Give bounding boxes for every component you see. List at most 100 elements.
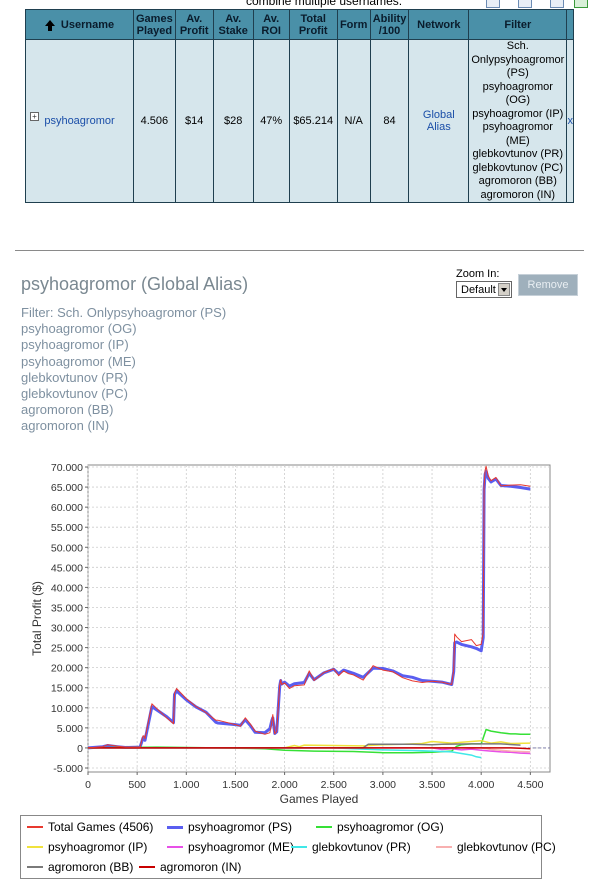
remove-row-link[interactable]: x [567, 115, 574, 127]
filter-line: glebkovtunov (PR) [472, 148, 564, 160]
filter-line: Sch. [506, 40, 529, 52]
cell-av-profit: $14 [174, 39, 214, 203]
legend-swatch [436, 846, 452, 848]
legend-label: glebkovtunov (PR) [312, 840, 411, 854]
legend-swatch [27, 846, 43, 848]
col-av-roi[interactable]: Av. ROI [252, 9, 290, 40]
network-link[interactable]: Global Alias [422, 109, 455, 133]
y-tick-label: 55.000 [51, 522, 83, 534]
legend-label: Total Games (4506) [48, 820, 154, 834]
zoom-select[interactable]: Default [456, 281, 512, 298]
col-filter[interactable]: Filter [468, 9, 568, 40]
legend-label: psyhoagromor (OG) [337, 820, 444, 834]
series-line [88, 747, 531, 755]
series-line [88, 739, 531, 749]
y-tick-label: 35.000 [51, 602, 83, 614]
col-network[interactable]: Network [408, 9, 470, 40]
y-tick-label: 10.000 [51, 703, 83, 715]
legend-item: Total Games (4506) [27, 820, 153, 834]
y-tick-label: 20.000 [51, 663, 83, 675]
filter-line: glebkovtunov (PC) [21, 386, 128, 402]
cell-remove: x [566, 39, 575, 203]
legend-item: glebkovtunov (PR) [291, 840, 411, 854]
col-av-stake[interactable]: Av. Stake [212, 9, 254, 40]
col-form[interactable]: Form [336, 9, 371, 40]
col-total-profit[interactable]: Total Profit [288, 9, 338, 40]
legend-swatch [167, 846, 183, 848]
stats-table: Username Games Played Av. Profit Av. Sta… [25, 9, 575, 203]
y-tick-label: 50.000 [51, 542, 83, 554]
filter-line: psyhoagromor [482, 80, 553, 93]
x-tick-label: 4.500 [517, 779, 543, 791]
x-axis-label: Games Played [280, 792, 359, 806]
save-icon[interactable] [550, 0, 564, 8]
col-ability[interactable]: Ability /100 [369, 9, 410, 40]
legend-item: glebkovtunov (PC) [436, 840, 556, 854]
remove-button[interactable]: Remove [518, 274, 578, 296]
legend-label: glebkovtunov (PC) [457, 840, 556, 854]
filter-line: Filter: Sch. Onlypsyhoagromor (PS) [21, 305, 227, 320]
x-tick-label: 4.000 [468, 779, 494, 791]
series-line [87, 465, 531, 749]
divider [15, 250, 584, 251]
legend-label: psyhoagromor (IP) [48, 840, 148, 854]
refresh-icon[interactable] [574, 0, 588, 8]
cell-games-played: 4.506 [133, 39, 176, 203]
y-tick-label: 45.000 [51, 562, 83, 574]
x-tick-label: 2.500 [321, 779, 347, 791]
cell-form: N/A [336, 39, 371, 203]
legend-item: psyhoagromor (IP) [27, 840, 147, 854]
legend-swatch [167, 825, 183, 829]
col-remove [566, 9, 575, 40]
legend-swatch [291, 846, 307, 848]
legend-label: agromoron (BB) [48, 860, 134, 874]
filter-line: agromoron (BB) [478, 175, 557, 187]
legend-item: psyhoagromor (ME) [167, 840, 294, 854]
filter-line: (ME) [505, 134, 530, 147]
y-tick-label: 25.000 [51, 643, 83, 655]
series-line [88, 743, 521, 749]
y-tick-label: 65.000 [51, 482, 83, 494]
export-icon[interactable] [486, 0, 500, 8]
x-tick-label: 0 [85, 779, 91, 791]
col-games-played[interactable]: Games Played [133, 9, 176, 40]
x-tick-label: 500 [128, 779, 146, 791]
legend-item: psyhoagromor (OG) [316, 820, 444, 834]
legend-label: agromoron (IN) [160, 860, 242, 874]
x-tick-label: 3.000 [370, 779, 396, 791]
x-tick-label: 1.000 [173, 779, 199, 791]
zoom-value: Default [461, 284, 496, 296]
legend-item: agromoron (BB) [27, 860, 133, 874]
table-row: + psyhoagromor 4.506 $14 $28 47% $65.214… [25, 39, 575, 203]
col-username[interactable]: Username [25, 9, 134, 40]
filter-line: agromoron (IN) [21, 418, 110, 434]
legend-label: psyhoagromor (PS) [188, 820, 293, 834]
filter-line: psyhoagromor [482, 121, 553, 133]
legend-swatch [139, 866, 155, 868]
chevron-down-icon[interactable] [498, 283, 510, 296]
filter-line: glebkovtunov (PC) [472, 161, 564, 174]
cell-av-stake: $28 [212, 39, 254, 203]
series-line [88, 747, 531, 750]
y-tick-label: 30.000 [51, 623, 83, 635]
filter-line: psyhoagromor (OG) [21, 321, 137, 337]
print-icon[interactable] [518, 0, 532, 8]
y-tick-label: 70.000 [51, 462, 83, 474]
y-tick-label: 15.000 [51, 683, 83, 695]
table-caption: combine multiple usernames. [246, 0, 403, 8]
page-title: psyhoagromor (Global Alias) [21, 274, 249, 294]
expand-icon[interactable]: + [30, 112, 39, 121]
filter-list: Filter: Sch. Onlypsyhoagromor (PS) psyho… [21, 305, 226, 435]
sort-up-icon[interactable] [44, 19, 55, 31]
y-tick-label: -5.000 [53, 763, 83, 775]
x-tick-label: 3.500 [419, 779, 445, 791]
legend-item: agromoron (IN) [139, 860, 241, 874]
x-tick-label: 1.500 [222, 779, 248, 791]
legend-swatch [27, 866, 43, 868]
y-tick-label: 0 [77, 743, 83, 755]
zoom-label: Zoom In: [456, 268, 500, 280]
col-av-profit[interactable]: Av. Profit [174, 9, 214, 40]
cell-ability: 84 [369, 39, 410, 203]
username-link[interactable]: psyhoagromor [44, 115, 115, 127]
legend-label: psyhoagromor (ME) [188, 840, 295, 854]
